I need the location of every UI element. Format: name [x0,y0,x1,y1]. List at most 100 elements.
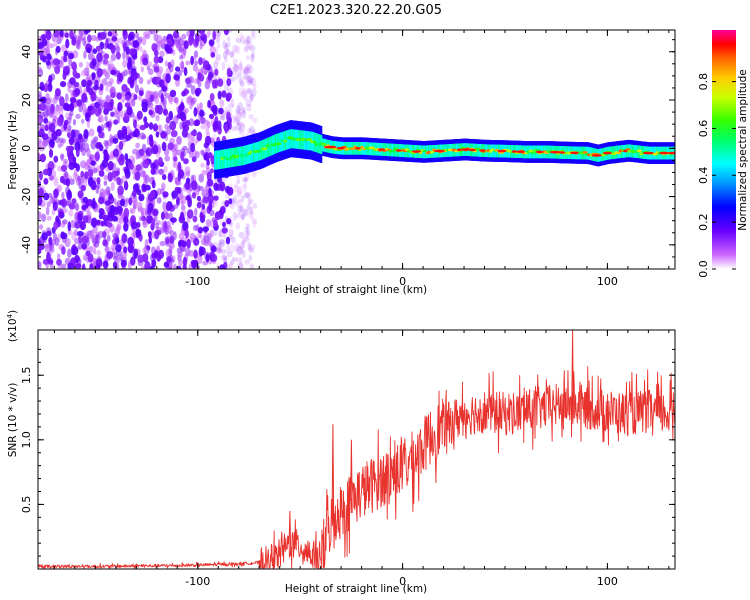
noise-dot [149,94,154,102]
noise-dot [124,168,131,179]
noise-dot [183,67,188,76]
noise-dot [221,90,227,98]
noise-dot [131,70,138,81]
noise-dot [78,30,83,35]
noise-dot [150,168,156,176]
noise-dot [83,50,87,59]
noise-dot [177,38,184,47]
x-tick-label: 0 [399,575,406,588]
noise-dot [98,213,103,220]
noise-dot [228,198,233,205]
noise-dot [166,256,172,263]
noise-dot [57,165,63,172]
noise-dot [135,32,139,39]
noise-dot [94,106,101,117]
noise-dot [249,92,254,102]
noise-dot [147,68,154,76]
noise-dot [42,168,50,176]
noise-dot [73,169,78,177]
noise-dot [54,106,61,116]
snr-x-label: Height of straight line (km) [285,583,427,595]
y-tick-label: 1.0 [20,431,33,449]
noise-dot [204,135,212,146]
noise-dot [146,79,151,85]
noise-dot [237,71,242,78]
noise-dot [184,228,189,239]
noise-dot [207,30,211,36]
noise-dot [154,229,160,240]
noise-dot [210,245,217,253]
noise-dot [144,184,151,191]
noise-dot [202,60,210,70]
noise-dot [138,90,144,96]
track-peak [411,150,422,153]
noise-dot [158,168,164,175]
noise-dot [249,205,254,215]
noise-dot [81,118,85,124]
noise-dot [163,261,170,268]
noise-dot [59,96,65,107]
noise-dot [166,225,173,234]
noise-dot [247,242,252,251]
noise-dot [74,88,81,96]
noise-dot [245,223,250,230]
noise-dot [240,214,246,221]
noise-dot [121,125,128,135]
noise-dot [72,119,77,126]
noise-dot [243,65,248,72]
noise-dot [221,227,228,234]
noise-dot [46,44,50,53]
noise-dot [116,177,122,186]
noise-dot [162,174,167,181]
noise-dot [233,184,239,193]
track-peak [377,148,386,151]
spectrogram-x-label: Height of straight line (km) [285,284,427,296]
noise-dot [56,258,62,266]
noise-dot [103,101,109,110]
noise-dot [109,133,113,143]
noise-dot [140,66,145,73]
noise-dot [49,103,55,114]
snr-marks [38,330,675,569]
track-peak [516,150,526,153]
noise-dot [248,94,254,100]
noise-dot [243,185,247,193]
noise-dot [247,87,252,94]
noise-dot [106,251,114,260]
noise-dot [167,61,172,69]
noise-dot [202,33,208,44]
noise-dot [91,164,95,171]
track-peak [591,154,603,157]
noise-dot [196,255,203,265]
noise-dot [78,62,83,68]
noise-dot [226,218,232,225]
noise-dot [179,121,183,130]
noise-dot [233,195,238,205]
noise-dot [216,246,223,253]
noise-dot [115,244,122,253]
noise-dot [94,151,100,162]
noise-dot [173,143,179,152]
noise-dot [67,189,72,198]
noise-dot [241,88,248,97]
noise-dot [87,105,93,111]
noise-dot [197,226,203,234]
noise-dot [226,78,232,87]
noise-dot [139,124,147,131]
noise-dot [190,259,198,266]
noise-dot [209,93,215,101]
noise-dot [45,206,50,216]
noise-dot [191,192,197,199]
noise-dot [163,220,168,230]
track-peak [569,151,579,155]
noise-dot [55,45,61,54]
noise-dot [231,236,236,244]
noise-dot [242,106,246,114]
noise-dot [213,195,219,201]
noise-dot [141,170,147,177]
noise-dot [137,201,143,212]
noise-dot [238,87,245,97]
noise-dot [152,123,158,132]
y-tick-label: -20 [20,188,33,206]
noise-dot [54,237,60,247]
